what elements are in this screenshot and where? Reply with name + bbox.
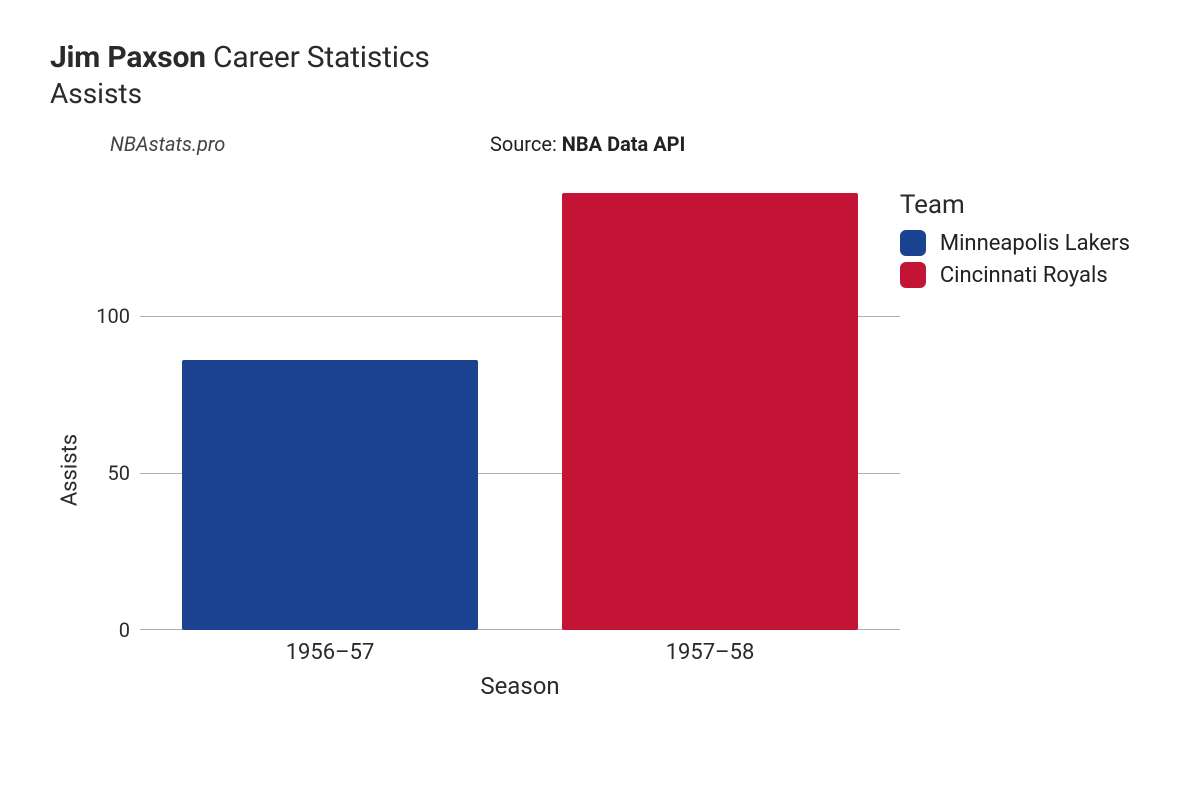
y-tick-label: 0 bbox=[119, 618, 140, 642]
bar bbox=[562, 193, 858, 630]
legend-title: Team bbox=[900, 190, 1130, 220]
y-axis-label: Assists bbox=[58, 434, 83, 506]
legend-item: Cincinnati Royals bbox=[900, 262, 1130, 288]
legend-swatch bbox=[900, 262, 926, 288]
legend-item: Minneapolis Lakers bbox=[900, 230, 1130, 256]
attribution-source: Source: NBA Data API bbox=[490, 132, 870, 156]
title-block: Jim Paxson Career Statistics Assists bbox=[50, 40, 1150, 110]
legend-label: Minneapolis Lakers bbox=[940, 231, 1130, 256]
legend-label: Cincinnati Royals bbox=[940, 263, 1108, 288]
chart-subtitle: Assists bbox=[50, 77, 1150, 110]
y-tick-label: 50 bbox=[108, 461, 140, 485]
x-axis-label: Season bbox=[480, 672, 559, 700]
attribution-row: NBAstats.pro Source: NBA Data API bbox=[110, 132, 870, 156]
title-suffix: Career Statistics bbox=[206, 40, 430, 75]
attribution-site: NBAstats.pro bbox=[110, 132, 490, 156]
chart-title: Jim Paxson Career Statistics bbox=[50, 40, 1150, 75]
bar bbox=[182, 360, 478, 630]
plot-area: Season 0501001956–571957–58 bbox=[140, 190, 900, 630]
legend: Team Minneapolis Lakers Cincinnati Royals bbox=[900, 190, 1130, 294]
y-tick-label: 100 bbox=[96, 304, 140, 328]
source-name: NBA Data API bbox=[562, 132, 686, 156]
x-tick-label: 1956–57 bbox=[286, 630, 375, 665]
x-tick-label: 1957–58 bbox=[666, 630, 755, 665]
legend-swatch bbox=[900, 230, 926, 256]
chart-container: Jim Paxson Career Statistics Assists NBA… bbox=[50, 40, 1150, 760]
title-name: Jim Paxson bbox=[50, 40, 206, 75]
source-prefix: Source: bbox=[490, 132, 562, 156]
